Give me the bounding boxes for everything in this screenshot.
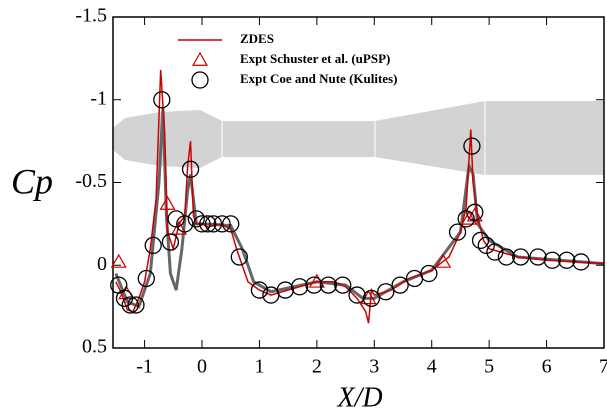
x-tick-label: 0 bbox=[197, 356, 207, 378]
y-tick-label: -0.5 bbox=[75, 170, 107, 192]
data-point bbox=[159, 195, 176, 210]
data-point bbox=[305, 276, 323, 294]
data-point bbox=[529, 248, 547, 266]
x-axis-label: X/D bbox=[336, 382, 382, 413]
data-point bbox=[290, 278, 309, 296]
y-tick-label: -1 bbox=[90, 87, 107, 109]
data-point bbox=[497, 248, 516, 266]
data-point bbox=[176, 215, 194, 233]
data-point bbox=[213, 215, 231, 233]
data-point bbox=[161, 233, 180, 251]
data-point bbox=[435, 253, 452, 268]
data-point bbox=[144, 236, 162, 255]
data-point bbox=[512, 248, 530, 266]
data-point bbox=[466, 203, 484, 221]
data-point bbox=[420, 264, 438, 283]
data-point bbox=[477, 236, 495, 255]
x-tick-label: 4 bbox=[427, 356, 437, 378]
data-point bbox=[153, 91, 171, 109]
data-point bbox=[127, 296, 145, 314]
data-point bbox=[391, 276, 409, 294]
data-point bbox=[137, 269, 155, 288]
data-point bbox=[250, 281, 269, 299]
data-point bbox=[230, 248, 248, 266]
data-point bbox=[461, 210, 478, 225]
x-tick-label: 3 bbox=[369, 356, 379, 378]
data-point bbox=[486, 243, 504, 261]
data-point bbox=[187, 210, 205, 228]
legend-swatch bbox=[191, 71, 209, 89]
x-tick-label: 2 bbox=[312, 356, 322, 378]
y-tick-label: 0 bbox=[97, 253, 107, 275]
data-point bbox=[348, 286, 366, 304]
data-point bbox=[121, 296, 139, 314]
data-point bbox=[543, 251, 561, 269]
x-tick-label: 1 bbox=[254, 356, 264, 378]
y-tick-label: 0.5 bbox=[82, 336, 107, 358]
data-point bbox=[377, 283, 395, 301]
data-point bbox=[463, 137, 481, 155]
data-point bbox=[110, 253, 127, 268]
data-point bbox=[199, 215, 217, 233]
data-point bbox=[471, 231, 490, 250]
data-point bbox=[334, 276, 352, 294]
data-point bbox=[448, 223, 467, 241]
legend-label: ZDES bbox=[240, 31, 274, 46]
data-point bbox=[362, 289, 381, 308]
x-tick-label: 6 bbox=[542, 356, 552, 378]
data-point bbox=[558, 251, 576, 269]
data-point bbox=[167, 210, 185, 228]
data-point bbox=[276, 281, 294, 299]
data-point bbox=[204, 215, 223, 233]
x-tick-label: 5 bbox=[484, 356, 494, 378]
x-tick-label: -1 bbox=[136, 356, 153, 378]
data-point bbox=[222, 215, 240, 233]
y-tick-label: -1.5 bbox=[75, 5, 107, 27]
data-point bbox=[193, 215, 211, 233]
geometry-silhouette bbox=[113, 101, 604, 175]
x-tick-label: 7 bbox=[599, 356, 607, 378]
data-point bbox=[457, 210, 475, 228]
data-point bbox=[572, 253, 590, 271]
data-point bbox=[319, 276, 338, 294]
legend-swatch bbox=[191, 51, 209, 66]
legend-label: Expt Coe and Nute (Kulites) bbox=[240, 71, 397, 86]
data-point bbox=[171, 220, 188, 235]
legend-label: Expt Schuster et al. (uPSP) bbox=[240, 51, 390, 66]
data-point bbox=[181, 160, 200, 178]
y-axis-label: Cp bbox=[11, 161, 53, 201]
